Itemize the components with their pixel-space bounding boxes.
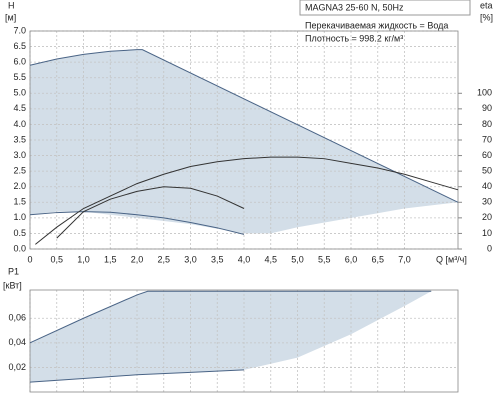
y2-tick-label: 70 <box>482 134 492 144</box>
y-axis-unit: [кВт] <box>3 280 22 290</box>
y2-tick-label: 40 <box>482 181 492 191</box>
annotation: Плотность = 998.2 кг/м³ <box>305 33 403 43</box>
x-tick-label: 3,5 <box>211 254 224 264</box>
y2-tick-label: 100 <box>477 88 492 98</box>
y-tick-label: 5.0 <box>13 88 26 98</box>
y-tick-label: 3.0 <box>13 150 26 160</box>
y-axis-label: P1 <box>8 266 19 276</box>
y2-tick-label: 0 <box>487 243 492 253</box>
title-box <box>299 0 471 16</box>
y2-axis-label: eta <box>480 0 493 10</box>
x-tick-label: 2,5 <box>157 254 170 264</box>
y-axis-label: H <box>8 0 15 10</box>
x-tick-label: 0 <box>27 254 32 264</box>
y-tick-label: 0.5 <box>13 228 26 238</box>
operating-area <box>30 291 432 383</box>
curve <box>29 290 432 344</box>
y-tick-label: 2.5 <box>13 166 26 176</box>
y2-tick-label: 80 <box>482 119 492 129</box>
y-tick-label: 4.5 <box>13 103 26 113</box>
curve <box>35 156 459 245</box>
y2-tick-label: 20 <box>482 212 492 222</box>
y-tick-label: 3.5 <box>13 134 26 144</box>
x-tick-label: 6,5 <box>371 254 384 264</box>
curve <box>29 211 245 235</box>
y-tick-label: 1.5 <box>13 197 26 207</box>
y2-tick-label: 60 <box>482 150 492 160</box>
chart-title: MAGNA3 25-60 N, 50Hz <box>305 2 404 12</box>
x-tick-label: 3,0 <box>184 254 197 264</box>
y-tick-label: 0,04 <box>8 337 26 347</box>
y2-tick-label: 30 <box>482 197 492 207</box>
y-tick-label: 6.5 <box>13 41 26 51</box>
y-tick-label: 6.0 <box>13 57 26 67</box>
curve <box>29 369 245 383</box>
y-axis-unit: [м] <box>5 12 16 22</box>
y-tick-label: 0,02 <box>8 362 26 372</box>
y-tick-label: 0,06 <box>8 313 26 323</box>
y-tick-label: 0.0 <box>13 243 26 253</box>
y-tick-label: 1.0 <box>13 212 26 222</box>
operating-area <box>30 49 458 234</box>
x-tick-label: 1,5 <box>104 254 117 264</box>
curve <box>29 49 459 203</box>
y2-tick-label: 50 <box>482 166 492 176</box>
x-tick-label: 4,0 <box>238 254 251 264</box>
x-tick-label: 5,5 <box>318 254 331 264</box>
annotation: Перекачиваемая жидкость = Вода <box>305 20 448 30</box>
y-tick-label: 7.0 <box>13 25 26 35</box>
x-tick-label: 1,0 <box>77 254 90 264</box>
y2-tick-label: 10 <box>482 228 492 238</box>
y-tick-label: 2.0 <box>13 181 26 191</box>
y2-axis-unit: [%] <box>480 12 493 22</box>
x-tick-label: 6,0 <box>345 254 358 264</box>
x-tick-label: 5,0 <box>291 254 304 264</box>
x-tick-label: 2,0 <box>131 254 144 264</box>
y-tick-label: 5.5 <box>13 72 26 82</box>
x-tick-label: 7,0 <box>398 254 411 264</box>
x-axis-label: Q [м³/ч] <box>436 254 467 264</box>
y2-tick-label: 90 <box>482 103 492 113</box>
x-tick-label: 0,5 <box>50 254 63 264</box>
x-tick-label: 4,5 <box>264 254 277 264</box>
curve <box>56 186 245 239</box>
y-tick-label: 4.0 <box>13 119 26 129</box>
plot-frame <box>29 289 459 393</box>
